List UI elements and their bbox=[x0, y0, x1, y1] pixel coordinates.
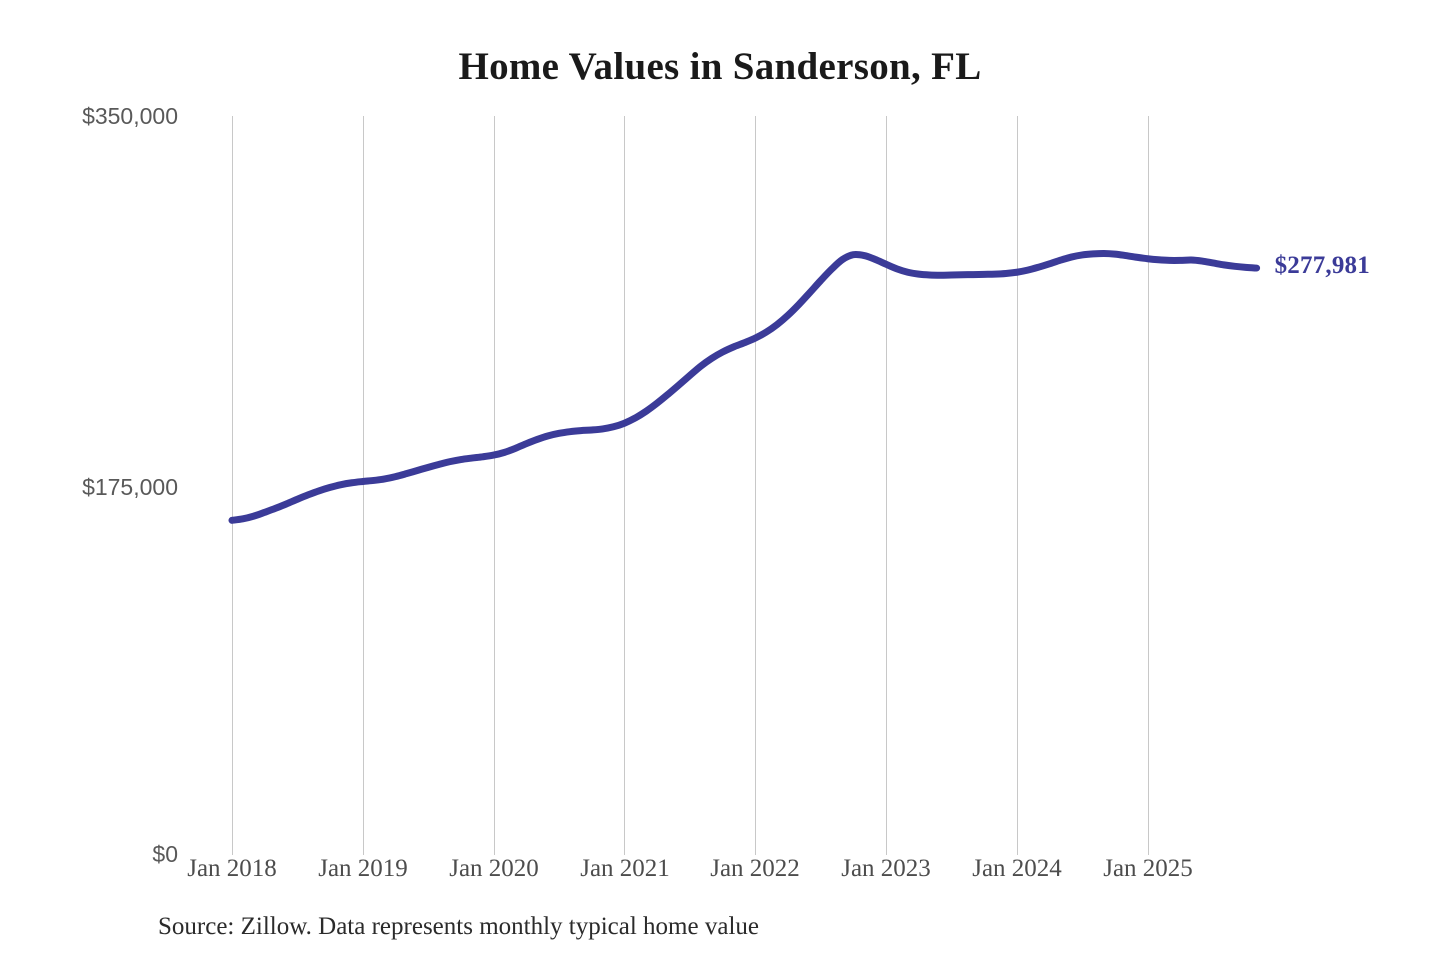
y-axis-tick-label-0: $0 bbox=[152, 841, 178, 867]
source-note: Source: Zillow. Data represents monthly … bbox=[158, 913, 759, 940]
gridline-2020-01 bbox=[494, 116, 495, 855]
x-axis-tick-label-jan-2024: Jan 2024 bbox=[972, 855, 1062, 882]
x-axis-tick-label-jan-2019: Jan 2019 bbox=[318, 855, 408, 882]
gridline-2021-01 bbox=[624, 116, 625, 855]
y-axis-tick-label-175000: $175,000 bbox=[82, 474, 178, 500]
y-axis-tick-label-350000: $350,000 bbox=[82, 103, 178, 129]
x-axis-tick-label-jan-2023: Jan 2023 bbox=[841, 855, 931, 882]
end-value-annotation: $277,981 bbox=[1274, 252, 1370, 280]
gridline-2018-01 bbox=[232, 116, 233, 855]
gridline-2023-01 bbox=[886, 116, 887, 855]
x-axis-tick-label-jan-2018: Jan 2018 bbox=[187, 855, 277, 882]
gridline-2022-01 bbox=[755, 116, 756, 855]
x-axis-tick-label-jan-2020: Jan 2020 bbox=[449, 855, 539, 882]
x-axis-tick-label-jan-2021: Jan 2021 bbox=[580, 855, 670, 882]
x-axis-tick-label-jan-2022: Jan 2022 bbox=[710, 855, 800, 882]
chart-title: Home Values in Sanderson, FL bbox=[458, 45, 982, 88]
x-axis-tick-label-jan-2025: Jan 2025 bbox=[1103, 855, 1193, 882]
gridline-2019-01 bbox=[363, 116, 364, 855]
gridline-2025-01 bbox=[1148, 116, 1149, 855]
gridline-2024-01 bbox=[1017, 116, 1018, 855]
plot-area bbox=[232, 116, 1149, 855]
